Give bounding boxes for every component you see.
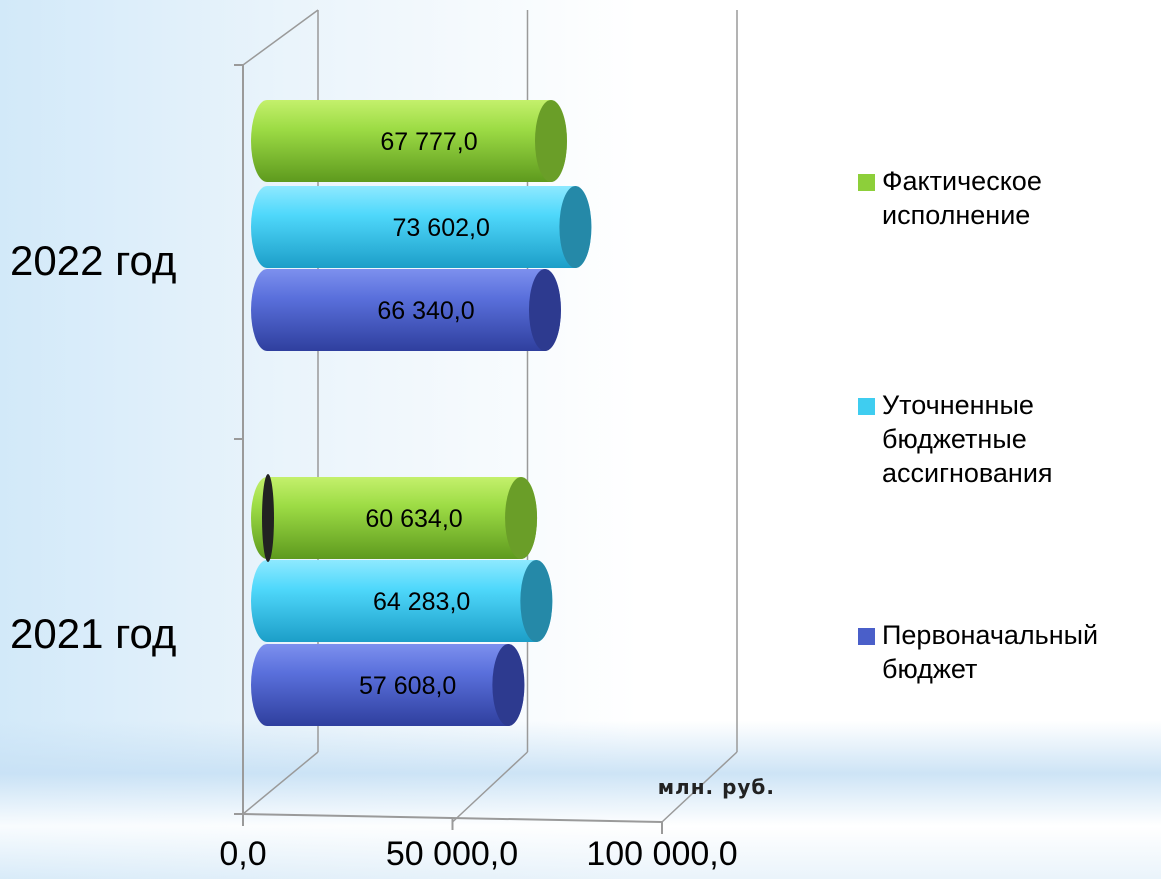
legend-label: Фактическое (882, 166, 1042, 196)
legend-label: Уточненные (882, 390, 1034, 420)
legend-swatch (858, 398, 875, 415)
floor-gridline (661, 751, 738, 823)
category-label: 2021 год (10, 610, 176, 657)
bar-shadow (262, 474, 274, 562)
chart-texts: 57 608,0 64 283,0 60 634,0 66 340,0 73 602,0… (10, 128, 775, 873)
data-label: 67 777,0 (380, 128, 477, 156)
bar-body (251, 269, 561, 351)
bar-end-cap (520, 560, 553, 642)
data-label: 60 634,0 (365, 505, 462, 533)
bar-end-cap (528, 269, 561, 351)
bar-body (251, 644, 525, 726)
bar-end-cap (559, 186, 592, 268)
legend-swatch (858, 628, 875, 645)
floor-gridline (451, 751, 529, 823)
x-tick-label: 100 000,0 (586, 835, 737, 873)
wall-top-edge (242, 9, 319, 66)
bar-body (251, 186, 592, 268)
legend-label: ассигнования (882, 458, 1053, 488)
data-label: 57 608,0 (359, 672, 456, 700)
data-label: 64 283,0 (373, 588, 470, 616)
category-label: 2022 год (10, 237, 176, 284)
bar-end-cap (505, 477, 538, 559)
x-tick-label: 50 000,0 (386, 835, 518, 873)
bar-body (251, 560, 553, 642)
bar-end-cap (534, 100, 567, 182)
bar-body (251, 477, 538, 559)
data-label: 66 340,0 (377, 297, 474, 325)
chart-legend: Фактическое исполнение Уточненные бюджетные… (858, 166, 1098, 684)
legend-label: Первоначальный (882, 620, 1098, 650)
bar-end-cap (492, 644, 525, 726)
bar-body (251, 100, 567, 182)
chart-bars (251, 100, 592, 726)
legend-label: исполнение (882, 200, 1030, 230)
legend-swatch (858, 174, 875, 191)
legend-label: бюджетные (882, 424, 1027, 454)
unit-label: млн. руб. (658, 775, 775, 799)
floor-edge (242, 751, 319, 815)
x-tick-label: 0,0 (219, 835, 266, 873)
data-label: 73 602,0 (393, 214, 490, 242)
legend-label: бюджет (882, 654, 977, 684)
